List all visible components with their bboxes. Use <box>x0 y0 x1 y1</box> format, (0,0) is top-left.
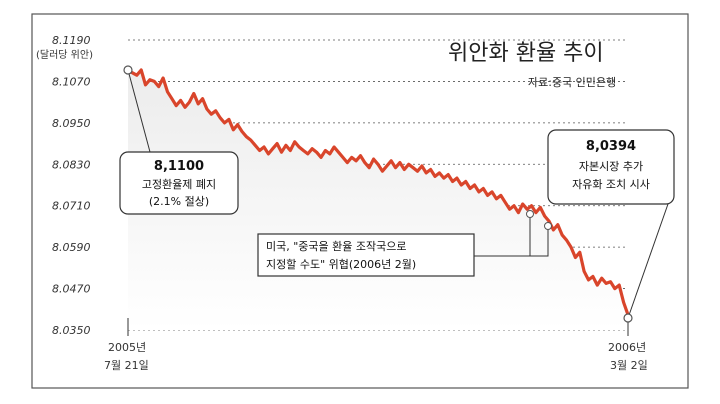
series-line <box>126 68 630 317</box>
x-label-start-date: 7월 21일 <box>104 358 149 372</box>
series-area <box>128 70 628 330</box>
annotation-mid-line1: 미국, "중국을 환율 조작국으로 <box>266 240 407 253</box>
y-tick-label: 8.1070 <box>52 75 91 88</box>
x-label-end-date: 3월 2일 <box>610 358 648 372</box>
y-axis-unit: (달러당 위안) <box>36 48 93 61</box>
y-tick-label: 8.0830 <box>52 158 91 171</box>
y-tick-label: 8.0590 <box>52 241 91 254</box>
annotation-end-value: 8,0394 <box>586 139 636 154</box>
x-label-end-year: 2006년 <box>608 341 646 354</box>
y-tick-label: 8.0950 <box>52 117 91 130</box>
end-point-marker <box>623 313 633 323</box>
y-tick-label: 8.0710 <box>52 200 91 213</box>
annotation-start-leader <box>127 69 151 153</box>
annotation-end-line1: 자본시장 추가 <box>579 160 643 173</box>
annotation-start-line1: 고정환율제 폐지 <box>142 178 216 191</box>
annotation-mid-box <box>257 233 475 277</box>
annotation-mid-line2: 지정할 수도" 위협(2006년 2월) <box>266 258 416 271</box>
annotation-start-line2: (2.1% 절상) <box>149 195 209 208</box>
annotation-start-value: 8,1100 <box>154 159 204 174</box>
annotation-mid-marker-2 <box>544 222 552 230</box>
annotation-mid-marker-1 <box>526 210 534 218</box>
chart-title: 위안화 환율 추이 <box>448 41 604 66</box>
annotation-end-line2: 자유화 조치 시사 <box>572 178 650 191</box>
y-tick-label: 8.0350 <box>52 324 91 337</box>
chart-source: 자료:중국 인민은행 <box>528 76 616 89</box>
annotation-end-leader <box>627 203 669 319</box>
annotation-mid-bracket <box>474 214 549 257</box>
y-tick-label: 8.1190 <box>52 34 91 47</box>
y-tick-labels: 8.1190 8.1070 8.0950 8.0830 8.0710 8.0590 8.04… <box>52 34 91 337</box>
annotation-start-box <box>119 151 239 215</box>
y-tick-label: 8.0470 <box>52 283 91 296</box>
annotation-end-box <box>547 129 675 205</box>
x-label-start-year: 2005년 <box>108 341 146 354</box>
start-point-marker <box>123 65 133 75</box>
